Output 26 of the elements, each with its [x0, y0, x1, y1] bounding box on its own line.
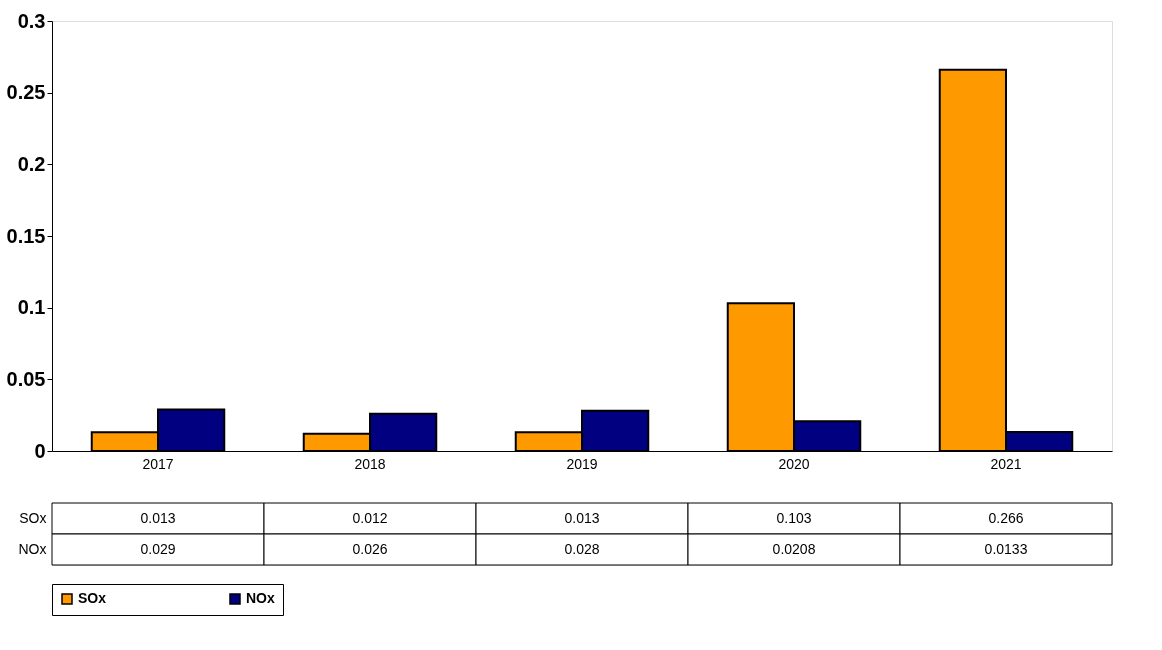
x-tick-label: 2017	[142, 455, 174, 472]
text: SOx	[19, 509, 47, 526]
y-tick-label: 0.2	[17, 152, 46, 175]
y-tick-label: 0.15	[6, 224, 46, 247]
legend-label: NOx	[246, 590, 275, 606]
data-label: 0.012	[352, 509, 388, 526]
x-tick-label: 2021	[990, 455, 1022, 472]
legend-label: SOx	[78, 590, 107, 606]
y-tick-label: 0.1	[17, 296, 46, 319]
data-label: 0.103	[776, 509, 812, 526]
data-label: 0.026	[352, 540, 388, 557]
y-tick-label: 0.05	[6, 367, 46, 390]
x-tick-label: 2020	[778, 455, 810, 472]
data-label: 0.029	[140, 540, 176, 557]
data-label: 0.0133	[984, 540, 1028, 557]
data-label: 0.0208	[772, 540, 816, 557]
y-tick-label: 0.25	[6, 81, 46, 104]
y-tick-label: 0	[34, 439, 46, 462]
x-tick-label: 2018	[354, 455, 386, 472]
data-label: 0.013	[564, 509, 600, 526]
x-tick-label: 2019	[566, 455, 598, 472]
data-label: 0.266	[988, 509, 1024, 526]
y-tick-label: 0.3	[17, 9, 46, 32]
text: NOx	[18, 540, 47, 557]
data-label: 0.028	[564, 540, 600, 557]
data-label: 0.013	[140, 509, 176, 526]
